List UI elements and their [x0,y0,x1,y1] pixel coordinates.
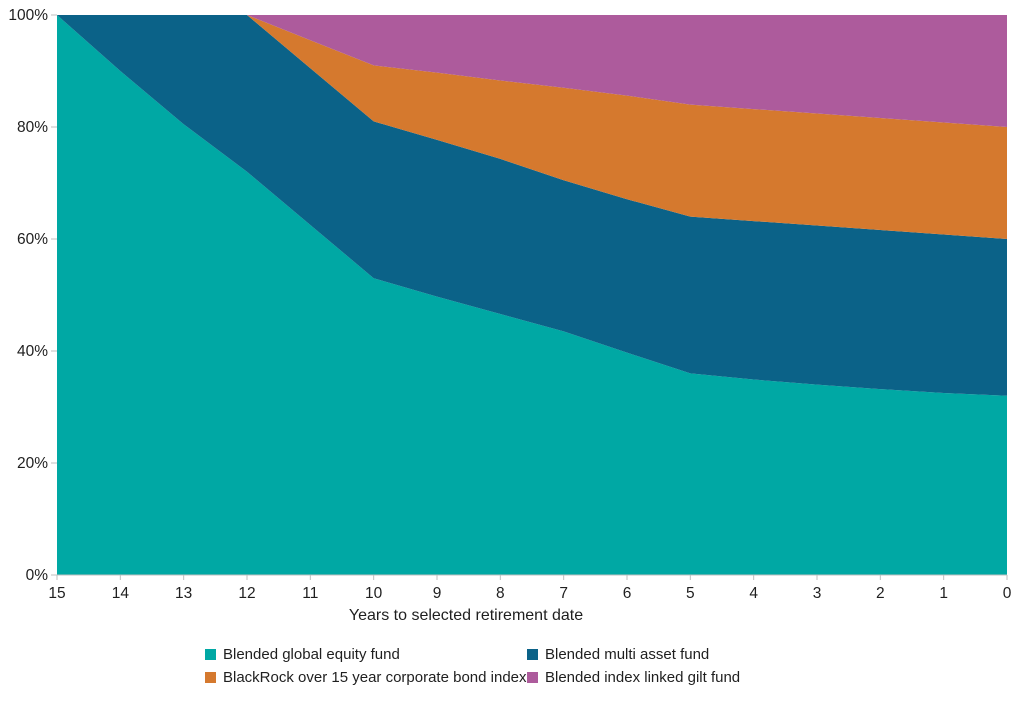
area-blackrock-over-15-year-corporate-bond-index [57,15,1007,239]
x-tick-label: 5 [686,585,695,602]
x-tick-label: 2 [876,585,885,602]
x-tick-label: 7 [559,585,568,602]
legend-label: Blended multi asset fund [545,646,710,663]
y-tick-label: 0% [26,567,49,584]
legend-item-blackrock-corporate-bond-index: BlackRock over 15 year corporate bond in… [205,669,527,686]
y-tick-label: 20% [17,455,48,472]
legend-label: BlackRock over 15 year corporate bond in… [223,669,527,686]
x-tick-label: 15 [48,585,65,602]
x-tick-label: 10 [365,585,383,602]
legend-label: Blended global equity fund [223,646,400,663]
y-tick-label: 100% [8,7,48,24]
y-tick-label: 40% [17,343,48,360]
legend-item-blended-global-equity-fund: Blended global equity fund [205,646,527,663]
legend-swatch-blue [527,649,538,660]
x-tick-label: 1 [939,585,948,602]
x-tick-label: 6 [623,585,632,602]
legend-item-blended-multi-asset-fund: Blended multi asset fund [527,646,740,663]
area-blended-index-linked-gilt-fund [57,15,1007,127]
x-tick-label: 3 [813,585,822,602]
y-tick-label: 80% [17,119,48,136]
legend-item-blended-index-linked-gilt-fund: Blended index linked gilt fund [527,669,740,686]
x-tick-label: 12 [238,585,255,602]
x-tick-label: 4 [749,585,758,602]
area-blended-global-equity-fund [57,15,1007,575]
y-tick-label: 60% [17,231,48,248]
legend-swatch-purple [527,672,538,683]
x-tick-label: 0 [1003,585,1012,602]
x-tick-label: 11 [302,585,318,602]
x-tick-label: 13 [175,585,192,602]
x-tick-label: 9 [433,585,442,602]
legend: Blended global equity fund Blended multi… [205,646,740,686]
legend-swatch-orange [205,672,216,683]
x-tick-label: 14 [112,585,130,602]
area-blended-multi-asset-fund [57,15,1007,396]
legend-label: Blended index linked gilt fund [545,669,741,686]
x-axis-title: Years to selected retirement date [348,607,584,624]
legend-swatch-teal [205,649,216,660]
x-tick-label: 8 [496,585,505,602]
